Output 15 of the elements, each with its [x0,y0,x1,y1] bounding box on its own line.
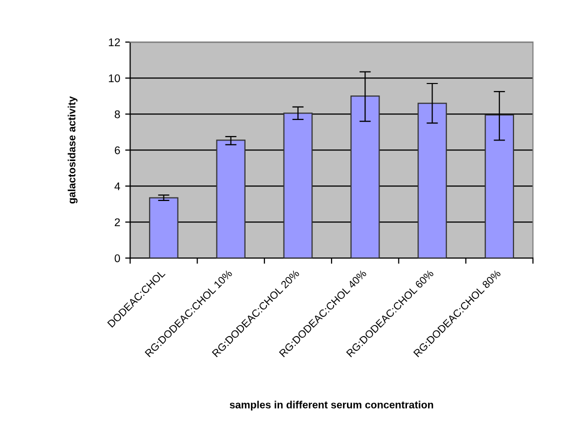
x-axis-title: samples in different serum concentration [230,400,434,410]
bar [350,96,380,258]
bar [283,112,313,258]
y-tick-label: 2 [114,218,120,226]
bar [484,114,514,258]
y-tick-label: 12 [108,38,120,46]
bar [149,197,178,258]
y-tick-label: 4 [114,182,120,190]
y-tick-label: 10 [108,74,120,82]
bar [216,140,246,258]
y-tick-label: 0 [114,254,120,262]
y-tick-label: 6 [114,146,120,154]
y-axis-title: galactosidase activity [68,96,78,204]
y-tick-label: 8 [114,110,120,118]
bar [418,102,447,258]
